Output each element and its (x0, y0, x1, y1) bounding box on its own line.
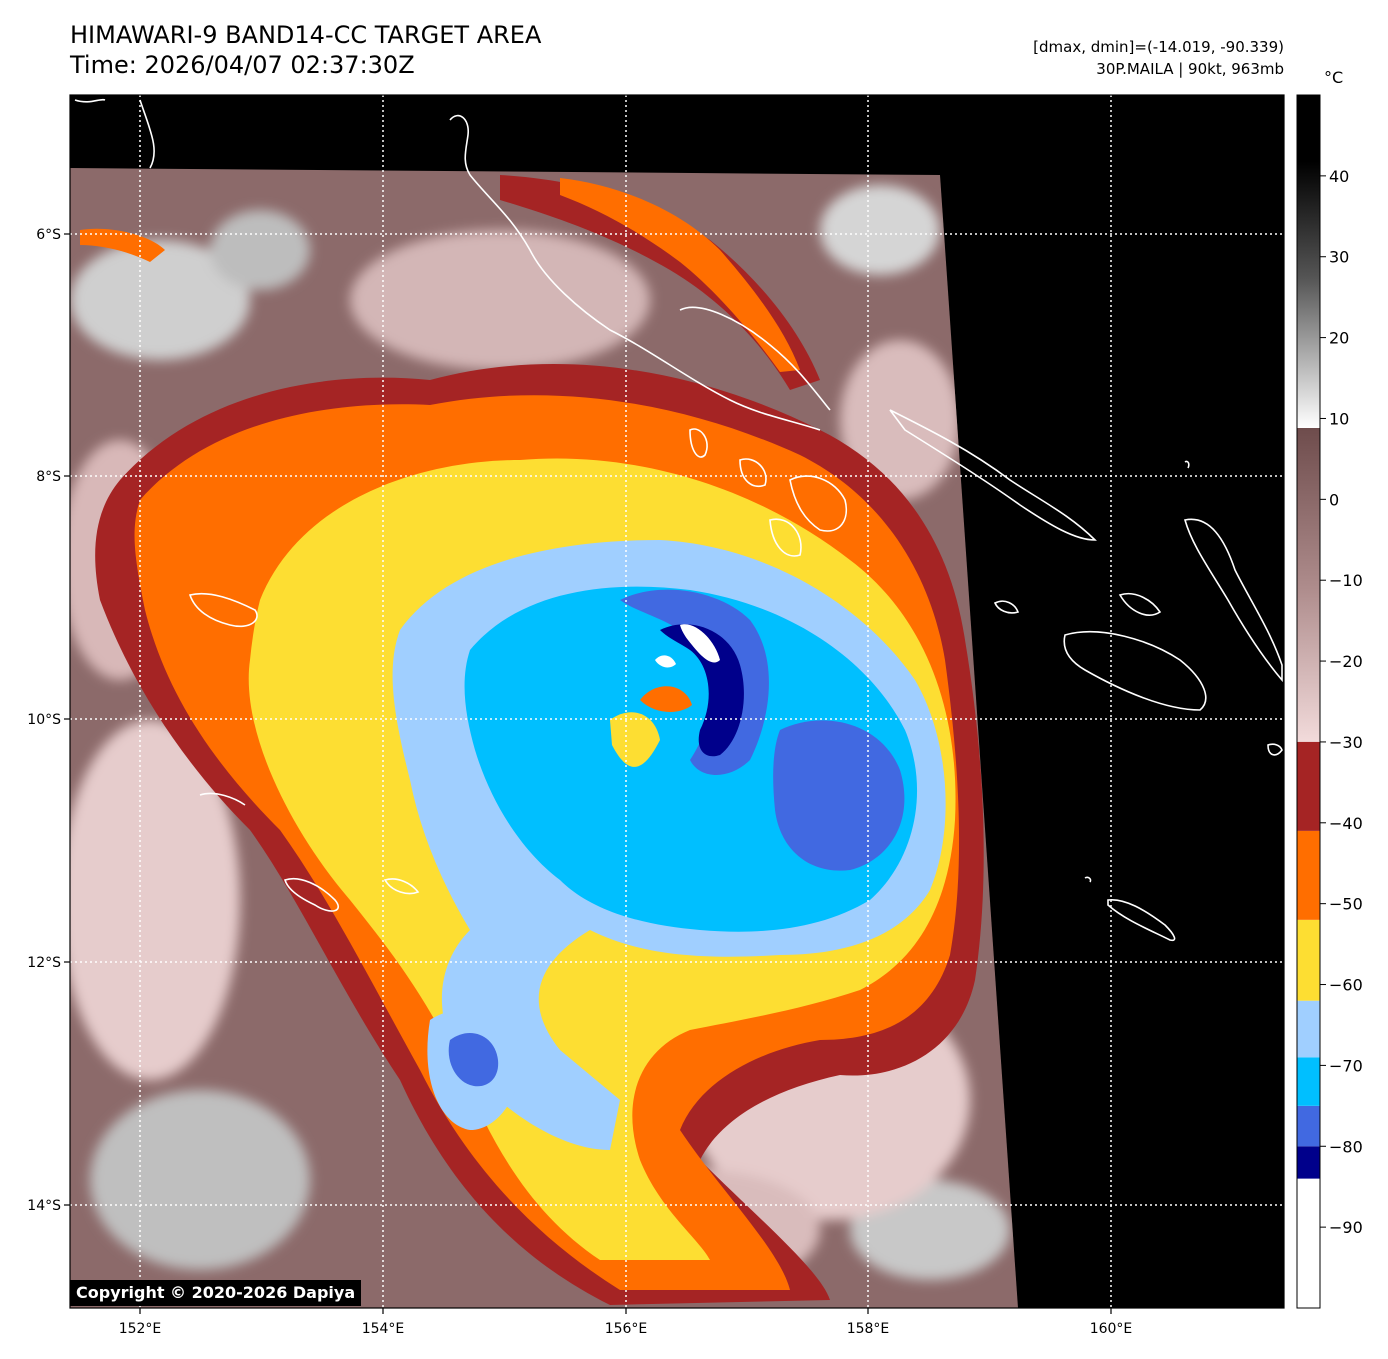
colorbar-band (1297, 830, 1320, 920)
colorbar-tick-label: −70 (1329, 1056, 1363, 1075)
y-tick-label: 10°S (27, 712, 61, 728)
colorbar-tick-label: −40 (1329, 814, 1363, 833)
storm-cloud-shield (95, 364, 984, 1305)
lat-lon-grid (70, 95, 1284, 1308)
colorbar-tick-label: −80 (1329, 1137, 1363, 1156)
colorbar-band (1297, 1105, 1320, 1147)
colorbar-gray-segment (1297, 95, 1320, 428)
x-axis-labels: 152°E 154°E 156°E 158°E 160°E (119, 1321, 1133, 1337)
x-tick-label: 152°E (119, 1321, 162, 1337)
map-frame (69, 94, 1285, 1309)
colorbar-tick-label: −20 (1329, 652, 1363, 671)
copyright-label: Copyright © 2020-2026 Dapiya (70, 1280, 362, 1306)
colorbar-pink-segment (1297, 428, 1320, 748)
colorbar-tick-label: 20 (1329, 329, 1349, 348)
colorbar-tick-label: −30 (1329, 733, 1363, 752)
colorbar-band (1297, 919, 1320, 1001)
colorbar-band (1297, 1000, 1320, 1058)
outer-rainband (80, 175, 820, 390)
colorbar-tick-label: −60 (1329, 976, 1363, 995)
colorbar-band (1297, 741, 1320, 831)
coastlines (74, 98, 1283, 942)
y-axis-labels: 6°S 8°S 10°S 12°S 14°S (27, 227, 61, 1214)
y-tick-label: 8°S (36, 469, 61, 485)
colorbar-tick-label: −90 (1329, 1218, 1363, 1237)
colorbar-band (1297, 1057, 1320, 1106)
colorbar-tick-label: −50 (1329, 895, 1363, 914)
colorbar-tick-label: 10 (1329, 409, 1349, 428)
colorbar-tick-label: −10 (1329, 571, 1363, 590)
y-tick-label: 14°S (27, 1198, 61, 1214)
map-title: HIMAWARI-9 BAND14-CC TARGET AREA (70, 21, 542, 49)
y-tick-label: 6°S (36, 227, 61, 243)
colorbar-band (1297, 1178, 1320, 1308)
satellite-swath (70, 168, 1018, 1308)
y-tick-label: 12°S (27, 955, 61, 971)
x-tick-label: 154°E (362, 1321, 405, 1337)
colorbar-band (1297, 1146, 1320, 1179)
colorbar-frame (1296, 94, 1321, 1309)
colorbar-tick-label: 30 (1329, 248, 1349, 267)
data-range-label: [dmax, dmin]=(-14.019, -90.339) (1033, 38, 1284, 56)
x-tick-label: 160°E (1090, 1321, 1133, 1337)
colorbar: 40 30 20 10 0 −10 −20 −30 −40 −50 −60 −70 −80 −90 (1296, 94, 1363, 1309)
axis-ticks (64, 233, 1112, 1314)
colorbar-unit: °C (1324, 68, 1344, 87)
map-time: Time: 2026/04/07 02:37:30Z (70, 51, 415, 79)
storm-info-label: 30P.MAILA | 90kt, 963mb (1096, 60, 1284, 78)
colorbar-tick-label: 40 (1329, 167, 1349, 186)
colorbar-tick-label: 0 (1329, 490, 1339, 509)
x-tick-label: 158°E (847, 1321, 890, 1337)
x-tick-label: 156°E (605, 1321, 648, 1337)
